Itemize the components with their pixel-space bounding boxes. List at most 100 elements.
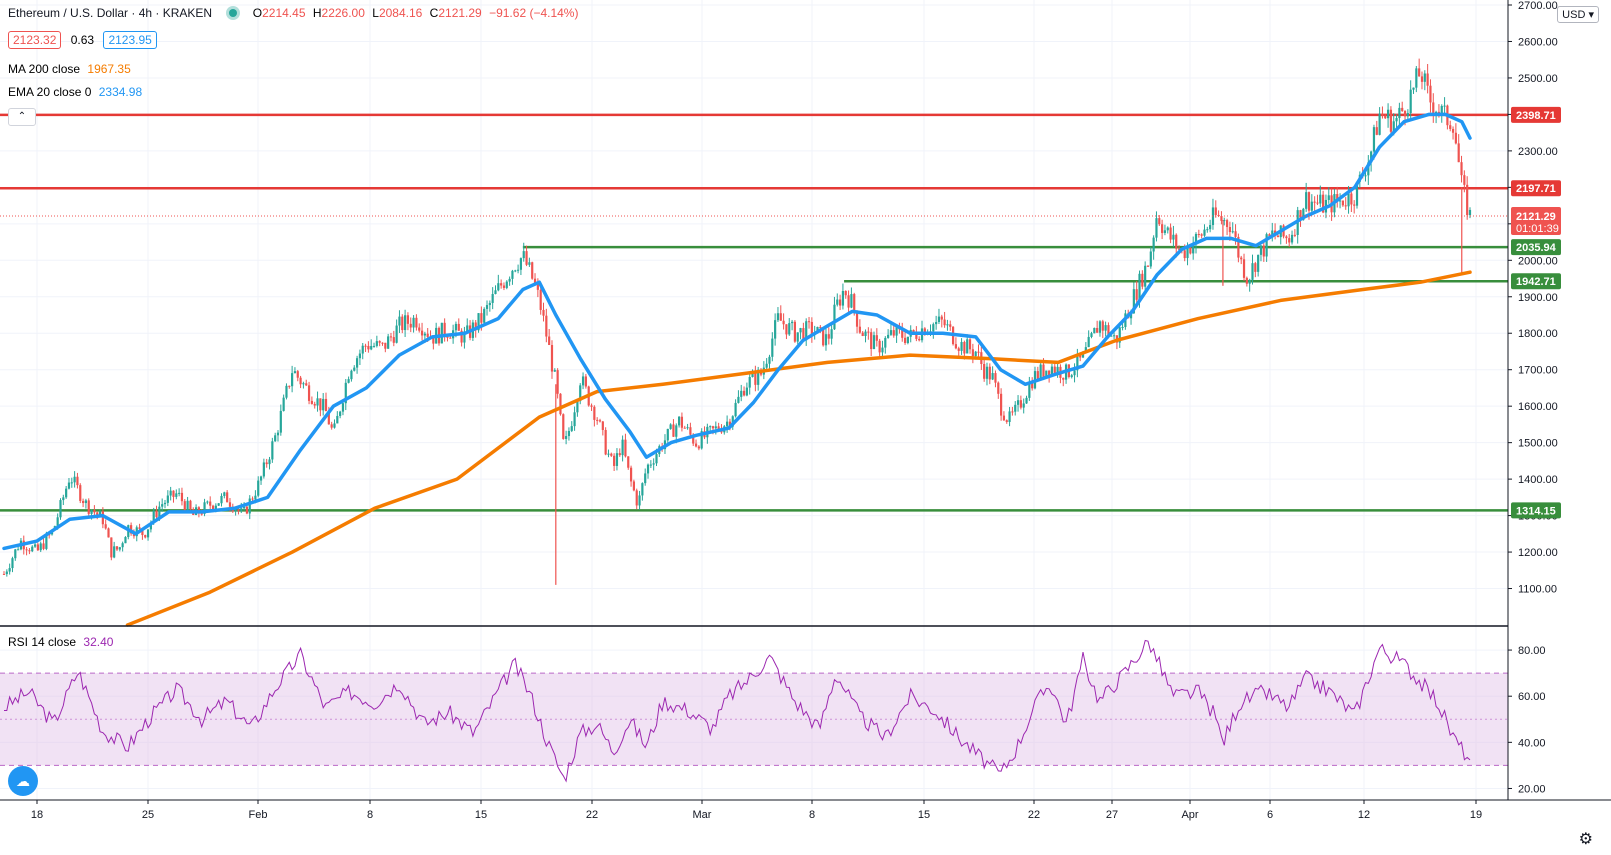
candle-body	[1344, 205, 1347, 207]
candle-body	[1022, 403, 1025, 408]
candle-body	[115, 546, 119, 550]
candle-body	[446, 336, 449, 338]
candle-body	[844, 290, 847, 296]
candle-body	[330, 424, 333, 428]
candle-body	[494, 290, 497, 295]
candle-body	[1429, 85, 1432, 103]
candle-body	[1050, 366, 1054, 376]
candle-body	[889, 330, 893, 335]
candle-body	[768, 356, 771, 364]
close-label: C	[429, 6, 439, 20]
candle-body	[918, 338, 921, 341]
candle-body	[209, 501, 212, 506]
candle-body	[1107, 325, 1110, 337]
tradingview-logo-icon[interactable]: ☁	[8, 766, 38, 796]
candle-body	[234, 509, 237, 512]
candle-body	[683, 427, 686, 429]
ask-price[interactable]: 2123.95	[103, 31, 157, 49]
currency-select[interactable]: USD ▾	[1557, 6, 1599, 23]
candle-body	[1194, 234, 1198, 245]
candle-body	[1169, 227, 1172, 240]
candle-body	[355, 358, 359, 368]
candle-body	[172, 490, 175, 497]
candle-body	[223, 492, 226, 496]
time-axis-label: Feb	[249, 809, 268, 821]
candle-body	[460, 330, 463, 343]
candle-body	[1336, 194, 1339, 202]
candle-body	[1192, 244, 1195, 254]
candle-body	[158, 506, 161, 518]
candle-body	[152, 510, 155, 523]
candle-body	[1276, 235, 1280, 238]
candle-body	[559, 393, 562, 415]
open-value: 2214.45	[262, 6, 306, 20]
candle-body	[878, 340, 881, 353]
candle-body	[466, 325, 469, 332]
candle-body	[183, 501, 186, 511]
candle-body	[483, 308, 486, 323]
candle-body	[1177, 248, 1181, 250]
candle-body	[1384, 115, 1387, 119]
candle-body	[339, 411, 342, 416]
candle-body	[522, 251, 525, 259]
candle-body	[333, 423, 336, 428]
candle-body	[892, 330, 895, 336]
candle-body	[163, 502, 167, 505]
candle-body	[805, 321, 808, 341]
candle-body	[375, 341, 378, 346]
candle-body	[350, 370, 353, 380]
candle-body	[502, 285, 506, 288]
candle-body	[415, 317, 418, 328]
time-axis-label: 8	[367, 809, 373, 821]
time-axis-label: Apr	[1181, 809, 1198, 821]
ema-legend[interactable]: EMA 20 close 0 2334.98	[8, 85, 142, 99]
candle-body	[1220, 215, 1223, 221]
candle-body	[299, 377, 302, 385]
candle-body	[206, 501, 209, 503]
candle-body	[765, 363, 768, 368]
rsi-line[interactable]	[4, 639, 1471, 783]
ema-label: EMA 20 close 0	[8, 85, 92, 99]
level-label-bg	[1511, 239, 1561, 256]
ma-value: 1967.35	[87, 62, 131, 76]
symbol-title[interactable]: Ethereum / U.S. Dollar · 4h · KRAKEN	[8, 6, 213, 20]
candle-body	[11, 558, 14, 569]
price-axis-label: 1500.00	[1518, 438, 1558, 450]
candle-body	[799, 328, 802, 333]
candle-body	[901, 329, 904, 338]
candle-body	[1460, 162, 1463, 176]
candle-body	[584, 376, 587, 387]
candle-body	[96, 512, 99, 515]
time-axis-label: 22	[1028, 809, 1040, 821]
rsi-legend[interactable]: RSI 14 close 32.40	[8, 635, 113, 649]
candle-body	[344, 382, 347, 404]
candle-body	[420, 330, 424, 336]
candle-body	[601, 421, 604, 430]
candle-body	[672, 424, 675, 437]
candle-body	[590, 405, 593, 407]
rsi-axis-label: 60.00	[1518, 691, 1546, 703]
candle-body	[1305, 192, 1308, 209]
candle-body	[316, 398, 319, 406]
ema20-line[interactable]	[2, 112, 1472, 551]
candle-body	[409, 323, 412, 328]
candle-body	[1257, 254, 1260, 272]
candle-body	[596, 419, 599, 421]
candle-body	[1101, 321, 1104, 331]
candle-body	[802, 328, 805, 341]
candle-body	[491, 294, 494, 303]
candle-body	[991, 373, 994, 380]
candle-body	[988, 366, 991, 380]
candle-body	[618, 453, 621, 456]
candle-body	[17, 549, 20, 551]
bid-price[interactable]: 2123.32	[8, 31, 62, 49]
ma-legend[interactable]: MA 200 close 1967.35	[8, 62, 131, 76]
ma200-line[interactable]	[125, 270, 1472, 627]
time-axis-label: 12	[1358, 809, 1370, 821]
candle-body	[324, 398, 328, 412]
candle-body	[1285, 236, 1288, 239]
collapse-legend-button[interactable]: ⌃	[8, 108, 36, 126]
candle-body	[1002, 415, 1006, 421]
gear-icon[interactable]: ⚙	[1578, 831, 1593, 848]
